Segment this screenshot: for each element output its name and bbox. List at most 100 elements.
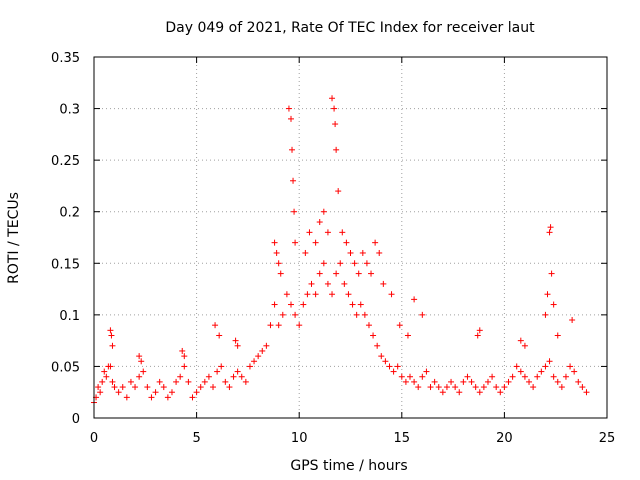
data-point [394, 363, 401, 370]
data-point [505, 378, 512, 385]
grid-lines [94, 57, 607, 418]
data-point [583, 389, 590, 396]
data-point [374, 342, 381, 349]
data-point [460, 378, 467, 385]
data-point [138, 358, 145, 365]
data-point [277, 270, 284, 277]
data-point [341, 280, 348, 287]
data-point [411, 296, 418, 303]
data-point [331, 105, 338, 112]
chart-title: Day 049 of 2021, Rate Of TEC Index for r… [165, 20, 535, 36]
y-axis-title: ROTI / TECUs [6, 192, 22, 284]
y-tick-label: 0.3 [59, 103, 80, 118]
data-point [181, 353, 188, 360]
data-point [513, 363, 520, 370]
data-point [238, 373, 245, 380]
data-point [148, 394, 155, 401]
data-point [427, 384, 434, 391]
x-tick-label: 0 [90, 431, 98, 446]
y-tick-label: 0.15 [51, 257, 80, 272]
data-point [234, 342, 241, 349]
data-point [431, 378, 438, 385]
data-point [579, 384, 586, 391]
data-point [212, 322, 219, 329]
data-point [542, 311, 549, 318]
data-point [332, 121, 339, 128]
data-point [546, 358, 553, 365]
data-point [259, 347, 266, 354]
data-point [386, 363, 393, 370]
data-point [291, 208, 298, 215]
data-point [222, 378, 229, 385]
data-point [109, 342, 116, 349]
data-point [351, 260, 358, 267]
data-point [547, 224, 554, 231]
data-point [287, 115, 294, 122]
data-point [279, 311, 286, 318]
y-tick-label: 0.35 [51, 51, 80, 66]
data-point [140, 368, 147, 375]
data-point [95, 384, 102, 391]
x-tick-label: 10 [291, 431, 308, 446]
data-point [179, 347, 186, 354]
data-point [312, 239, 319, 246]
data-point [497, 389, 504, 396]
data-point [218, 363, 225, 370]
data-point [232, 337, 239, 344]
y-tick-labels: 0 0.05 0.1 0.15 0.2 0.25 0.3 0.35 [51, 51, 80, 427]
data-point [509, 373, 516, 380]
data-point [368, 270, 375, 277]
data-point [226, 384, 233, 391]
data-point [419, 373, 426, 380]
data-point [251, 358, 258, 365]
data-point [273, 249, 280, 256]
data-point [398, 373, 405, 380]
data-point [306, 229, 313, 236]
data-point [534, 373, 541, 380]
data-point [372, 239, 379, 246]
data-point [177, 373, 184, 380]
data-point [339, 229, 346, 236]
plot-frame [93, 56, 608, 419]
data-point [448, 378, 455, 385]
data-point [411, 378, 418, 385]
data-point [550, 301, 557, 308]
x-tick-label: 25 [599, 431, 616, 446]
data-point [474, 332, 481, 339]
data-point [97, 389, 104, 396]
data-point [361, 311, 368, 318]
y-tick-label: 0.1 [59, 309, 80, 324]
data-point [296, 322, 303, 329]
data-point [484, 378, 491, 385]
data-point [136, 373, 143, 380]
data-point [302, 249, 309, 256]
data-point [185, 378, 192, 385]
axis-ticks [93, 56, 608, 419]
data-point [538, 368, 545, 375]
data-point [404, 332, 411, 339]
y-tick-label: 0.2 [59, 206, 80, 221]
data-point [575, 378, 582, 385]
data-point [526, 378, 533, 385]
data-point [292, 311, 299, 318]
data-point [376, 249, 383, 256]
data-point [263, 342, 270, 349]
data-point [152, 389, 159, 396]
data-point [558, 384, 565, 391]
data-point [359, 249, 366, 256]
data-point [189, 394, 196, 401]
data-point [101, 368, 108, 375]
data-point [569, 317, 576, 324]
data-point [197, 384, 204, 391]
data-point [489, 373, 496, 380]
data-point [333, 270, 340, 277]
data-point [396, 322, 403, 329]
data-point [115, 389, 122, 396]
data-point [423, 368, 430, 375]
data-point [308, 280, 315, 287]
data-point [103, 373, 110, 380]
data-point [205, 373, 212, 380]
x-tick-label: 15 [394, 431, 411, 446]
